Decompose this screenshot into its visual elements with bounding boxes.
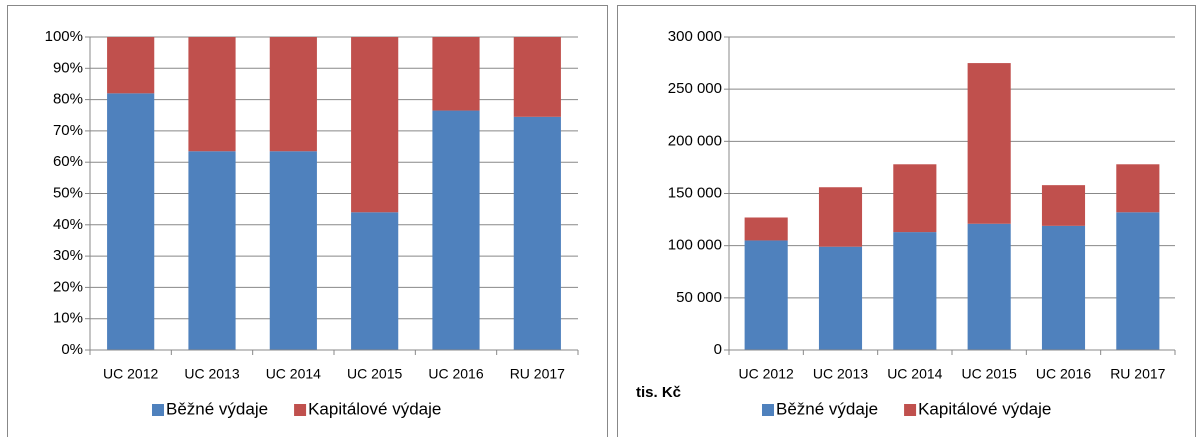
x-tick-label: UC 2013 bbox=[813, 366, 868, 382]
bar bbox=[269, 151, 317, 350]
y-tick-label: 100% bbox=[45, 28, 83, 45]
panel-border bbox=[7, 5, 608, 442]
bar bbox=[744, 217, 788, 241]
x-tick-label: RU 2017 bbox=[510, 366, 565, 382]
bar bbox=[818, 246, 863, 350]
x-tick-label: UC 2014 bbox=[887, 366, 942, 382]
legend-label: Kapitálové výdaje bbox=[308, 399, 441, 418]
bar bbox=[967, 63, 1011, 224]
y-tick-label: 0 bbox=[714, 341, 722, 358]
bar bbox=[893, 164, 937, 233]
legend-swatch bbox=[294, 404, 307, 416]
y-tick-label: 0% bbox=[61, 341, 83, 358]
x-tick-label: UC 2016 bbox=[1036, 366, 1091, 382]
x-tick-label: RU 2017 bbox=[1110, 366, 1165, 382]
x-tick-label: UC 2014 bbox=[266, 366, 321, 382]
y-tick-label: 10% bbox=[53, 310, 83, 327]
legend-swatch bbox=[762, 404, 774, 416]
y-tick-label: 150 000 bbox=[668, 184, 722, 201]
bar bbox=[818, 187, 863, 247]
bar bbox=[432, 110, 480, 351]
bar bbox=[513, 116, 561, 350]
legend-swatch bbox=[904, 404, 917, 416]
y-tick-label: 50% bbox=[53, 184, 83, 201]
y-tick-label: 30% bbox=[53, 247, 83, 264]
legend-label: Kapitálové výdaje bbox=[918, 399, 1051, 418]
y-axis-label: tis. Kč bbox=[636, 384, 681, 401]
y-tick-label: 200 000 bbox=[668, 132, 722, 149]
x-tick-label: UC 2012 bbox=[103, 366, 158, 382]
y-tick-label: 50 000 bbox=[676, 289, 722, 306]
y-tick-label: 70% bbox=[53, 122, 83, 139]
y-tick-label: 60% bbox=[53, 153, 83, 170]
legend-label: Běžné výdaje bbox=[776, 399, 878, 418]
y-tick-label: 20% bbox=[53, 278, 83, 295]
bar bbox=[1116, 212, 1160, 350]
bar bbox=[351, 212, 399, 350]
x-tick-label: UC 2012 bbox=[739, 366, 794, 382]
bar bbox=[107, 93, 155, 350]
bar bbox=[893, 232, 937, 350]
y-tick-label: 80% bbox=[53, 91, 83, 108]
bar bbox=[1116, 164, 1160, 213]
y-tick-label: 90% bbox=[53, 59, 83, 76]
bar bbox=[513, 37, 561, 117]
bar bbox=[269, 37, 317, 152]
bar bbox=[744, 240, 788, 350]
bar bbox=[107, 37, 155, 94]
bar bbox=[967, 223, 1011, 350]
bar bbox=[1041, 225, 1086, 350]
x-tick-label: UC 2015 bbox=[347, 366, 402, 382]
x-tick-label: UC 2013 bbox=[184, 366, 239, 382]
bar bbox=[432, 37, 480, 111]
x-tick-label: UC 2016 bbox=[428, 366, 483, 382]
bar bbox=[1041, 185, 1086, 226]
y-tick-label: 250 000 bbox=[668, 80, 722, 97]
x-tick-label: UC 2015 bbox=[962, 366, 1017, 382]
bar bbox=[188, 37, 236, 152]
y-tick-label: 100 000 bbox=[668, 237, 722, 254]
legend-swatch bbox=[152, 404, 164, 416]
y-tick-label: 300 000 bbox=[668, 28, 722, 45]
y-tick-label: 40% bbox=[53, 216, 83, 233]
legend-label: Běžné výdaje bbox=[166, 399, 268, 418]
panel-border bbox=[617, 5, 1196, 442]
bar bbox=[351, 37, 399, 213]
bar bbox=[188, 151, 236, 350]
